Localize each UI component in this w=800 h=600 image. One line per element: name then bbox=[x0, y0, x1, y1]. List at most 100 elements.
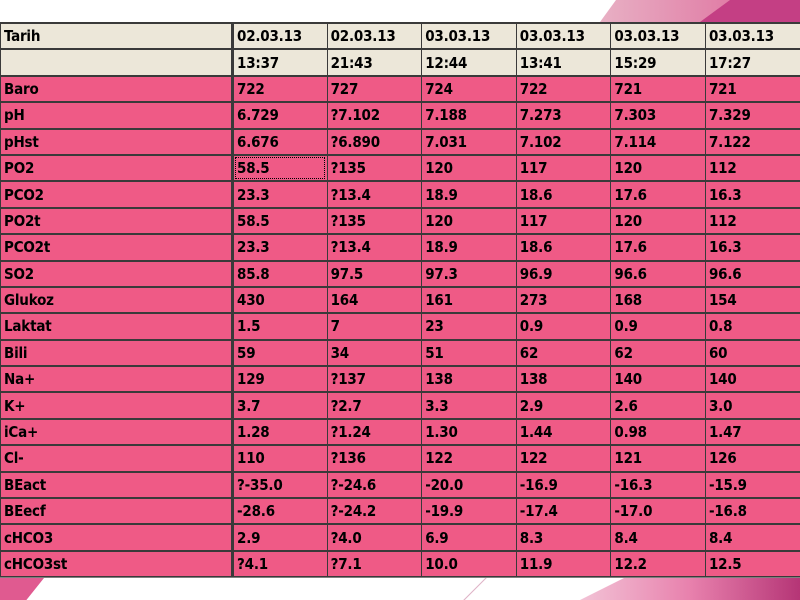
value-cell[interactable]: 117 bbox=[515, 153, 612, 182]
value-cell[interactable]: 2.9 bbox=[515, 391, 612, 420]
value-cell[interactable]: 2.9 bbox=[232, 523, 328, 552]
row-label-cell[interactable]: Bili bbox=[0, 338, 234, 367]
value-cell[interactable]: 62 bbox=[515, 338, 612, 367]
value-cell[interactable]: 6.676 bbox=[232, 127, 328, 156]
value-cell[interactable]: 7.273 bbox=[515, 101, 612, 130]
header-time-cell[interactable]: 12:44 bbox=[421, 48, 517, 77]
value-cell[interactable]: 0.9 bbox=[515, 312, 612, 341]
value-cell[interactable]: 164 bbox=[326, 285, 423, 314]
row-label-cell[interactable]: BEact bbox=[0, 470, 234, 499]
value-cell[interactable]: 96.9 bbox=[515, 259, 612, 288]
value-cell[interactable]: 3.7 bbox=[232, 391, 328, 420]
focused-value-cell[interactable]: 58.5 bbox=[232, 153, 328, 182]
value-cell[interactable]: ?-24.2 bbox=[326, 497, 423, 525]
value-cell[interactable]: -28.6 bbox=[232, 497, 328, 525]
value-cell[interactable]: 120 bbox=[610, 153, 706, 182]
value-cell[interactable]: ?135 bbox=[326, 153, 423, 182]
header-date-cell[interactable]: 03.03.13 bbox=[704, 21, 800, 50]
value-cell[interactable]: 117 bbox=[515, 206, 612, 235]
header-date-cell[interactable]: 02.03.13 bbox=[232, 21, 328, 50]
value-cell[interactable]: 120 bbox=[610, 206, 706, 235]
value-cell[interactable]: ?1.24 bbox=[326, 417, 423, 446]
value-cell[interactable]: 2.6 bbox=[610, 391, 706, 420]
value-cell[interactable]: 34 bbox=[326, 338, 423, 367]
value-cell[interactable]: 23.3 bbox=[232, 233, 328, 262]
value-cell[interactable]: 120 bbox=[421, 206, 517, 235]
value-cell[interactable]: 17.6 bbox=[610, 233, 706, 262]
value-cell[interactable]: 722 bbox=[515, 74, 612, 103]
header-date-cell[interactable]: 03.03.13 bbox=[421, 21, 517, 50]
value-cell[interactable]: 0.9 bbox=[610, 312, 706, 341]
value-cell[interactable]: 138 bbox=[421, 365, 517, 393]
value-cell[interactable]: 120 bbox=[421, 153, 517, 182]
value-cell[interactable]: -20.0 bbox=[421, 470, 517, 499]
value-cell[interactable]: 16.3 bbox=[704, 233, 800, 262]
value-cell[interactable]: 11.9 bbox=[515, 549, 612, 578]
value-cell[interactable]: 721 bbox=[704, 74, 800, 103]
value-cell[interactable]: 18.6 bbox=[515, 180, 612, 209]
value-cell[interactable]: 6.9 bbox=[421, 523, 517, 552]
value-cell[interactable]: 1.47 bbox=[704, 417, 800, 446]
row-label-cell[interactable]: K+ bbox=[0, 391, 234, 420]
row-label-cell[interactable]: cHCO3 bbox=[0, 523, 234, 552]
value-cell[interactable]: 17.6 bbox=[610, 180, 706, 209]
value-cell[interactable]: -16.9 bbox=[515, 470, 612, 499]
value-cell[interactable]: 8.3 bbox=[515, 523, 612, 552]
row-label-cell[interactable]: pH bbox=[0, 101, 234, 130]
value-cell[interactable]: -17.0 bbox=[610, 497, 706, 525]
value-cell[interactable]: 60 bbox=[704, 338, 800, 367]
value-cell[interactable]: 724 bbox=[421, 74, 517, 103]
value-cell[interactable]: 6.729 bbox=[232, 101, 328, 130]
value-cell[interactable]: -17.4 bbox=[515, 497, 612, 525]
value-cell[interactable]: 129 bbox=[232, 365, 328, 393]
value-cell[interactable]: ?7.1 bbox=[326, 549, 423, 578]
header-time-cell[interactable]: 13:41 bbox=[515, 48, 612, 77]
value-cell[interactable]: ?-24.6 bbox=[326, 470, 423, 499]
row-label-cell[interactable]: BEecf bbox=[0, 497, 234, 525]
value-cell[interactable]: -16.3 bbox=[610, 470, 706, 499]
value-cell[interactable]: 18.9 bbox=[421, 233, 517, 262]
value-cell[interactable]: 1.44 bbox=[515, 417, 612, 446]
value-cell[interactable]: ?137 bbox=[326, 365, 423, 393]
value-cell[interactable]: 0.8 bbox=[704, 312, 800, 341]
header-date-cell[interactable]: 03.03.13 bbox=[515, 21, 612, 50]
row-label-cell[interactable]: Na+ bbox=[0, 365, 234, 393]
value-cell[interactable]: 23.3 bbox=[232, 180, 328, 209]
value-cell[interactable]: 7 bbox=[326, 312, 423, 341]
value-cell[interactable]: ?7.102 bbox=[326, 101, 423, 130]
value-cell[interactable]: ?13.4 bbox=[326, 180, 423, 209]
value-cell[interactable]: 112 bbox=[704, 153, 800, 182]
value-cell[interactable]: 23 bbox=[421, 312, 517, 341]
value-cell[interactable]: ?2.7 bbox=[326, 391, 423, 420]
value-cell[interactable]: 138 bbox=[515, 365, 612, 393]
value-cell[interactable]: 8.4 bbox=[610, 523, 706, 552]
row-label-cell[interactable]: Baro bbox=[0, 74, 234, 103]
value-cell[interactable]: 16.3 bbox=[704, 180, 800, 209]
row-label-cell[interactable]: pHst bbox=[0, 127, 234, 156]
value-cell[interactable]: 154 bbox=[704, 285, 800, 314]
value-cell[interactable]: ?4.1 bbox=[232, 549, 328, 578]
value-cell[interactable]: ?-35.0 bbox=[232, 470, 328, 499]
row-label-cell[interactable]: cHCO3st bbox=[0, 549, 234, 578]
header-date-cell[interactable]: 02.03.13 bbox=[326, 21, 423, 50]
value-cell[interactable]: 8.4 bbox=[704, 523, 800, 552]
value-cell[interactable]: 97.3 bbox=[421, 259, 517, 288]
value-cell[interactable]: 727 bbox=[326, 74, 423, 103]
value-cell[interactable]: -16.8 bbox=[704, 497, 800, 525]
row-label-cell[interactable]: SO2 bbox=[0, 259, 234, 288]
value-cell[interactable]: 58.5 bbox=[232, 206, 328, 235]
value-cell[interactable]: 7.329 bbox=[704, 101, 800, 130]
row-label-cell[interactable]: Cl- bbox=[0, 444, 234, 473]
value-cell[interactable]: 7.031 bbox=[421, 127, 517, 156]
value-cell[interactable]: 97.5 bbox=[326, 259, 423, 288]
value-cell[interactable]: -15.9 bbox=[704, 470, 800, 499]
row-label-cell[interactable]: PO2t bbox=[0, 206, 234, 235]
value-cell[interactable]: 122 bbox=[515, 444, 612, 473]
value-cell[interactable]: 722 bbox=[232, 74, 328, 103]
value-cell[interactable]: -19.9 bbox=[421, 497, 517, 525]
value-cell[interactable]: 3.3 bbox=[421, 391, 517, 420]
value-cell[interactable]: 121 bbox=[610, 444, 706, 473]
row-label-cell[interactable]: PCO2t bbox=[0, 233, 234, 262]
header-time-cell[interactable]: 13:37 bbox=[232, 48, 328, 77]
value-cell[interactable]: 10.0 bbox=[421, 549, 517, 578]
